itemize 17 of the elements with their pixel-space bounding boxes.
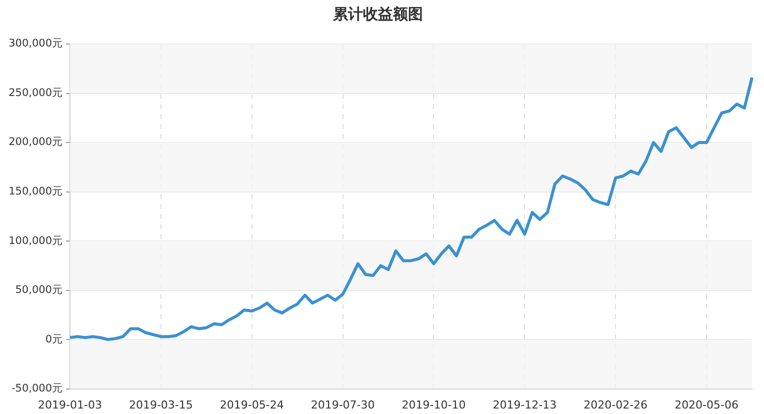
x-tick-label: 2019-10-10 <box>402 398 466 412</box>
y-tick-label: 150,000元 <box>8 186 63 198</box>
x-tick-label: 2020-02-26 <box>584 398 648 412</box>
x-tick-label: 2020-05-06 <box>674 398 738 412</box>
y-tick-label: 200,000元 <box>8 136 63 148</box>
y-tick-label: 50,000元 <box>15 284 63 296</box>
y-tick-label: 250,000元 <box>8 86 63 99</box>
chart-title: 累计收益额图 <box>332 4 423 23</box>
x-tick-label: 2019-01-03 <box>38 398 102 412</box>
y-tick-label: -50,000元 <box>11 382 63 395</box>
y-tick-label: 300,000元 <box>8 38 63 50</box>
x-tick-label: 2019-03-15 <box>128 398 193 412</box>
x-tick-label: 2019-07-30 <box>310 398 375 412</box>
y-tick-label: 0元 <box>45 333 63 346</box>
x-tick-label: 2019-12-13 <box>492 398 557 412</box>
x-tick-label: 2019-05-24 <box>220 398 284 412</box>
y-tick-label: 100,000元 <box>8 234 63 247</box>
